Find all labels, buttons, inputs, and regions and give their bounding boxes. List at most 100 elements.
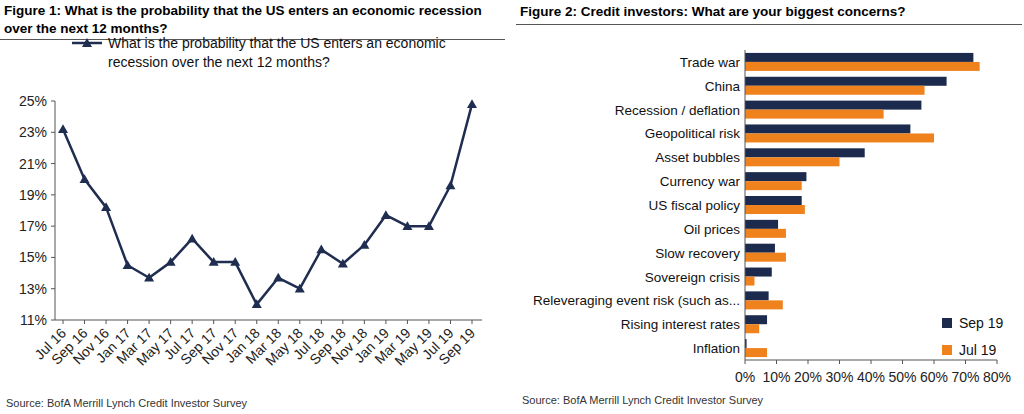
source-note: Source: BofA Merrill Lynch Credit Invest…	[6, 397, 248, 409]
figure: Figure 1: What is the probability that t…	[0, 0, 1024, 414]
marker	[445, 180, 455, 189]
x-tick	[278, 320, 279, 324]
x-tick	[364, 320, 365, 324]
y-tick	[51, 163, 55, 164]
category-label: Currency war	[660, 174, 741, 189]
bar	[745, 196, 802, 205]
y-tick-label: 25%	[19, 93, 47, 109]
marker	[316, 245, 326, 254]
x-tick	[235, 320, 236, 324]
legend-label: What is the probability that the US ente…	[108, 35, 446, 70]
bar	[745, 300, 783, 309]
x-tick-label: 10%	[762, 369, 790, 385]
chart-title: Figure 1: What is the probability that t…	[4, 3, 482, 36]
marker	[402, 221, 412, 230]
bar	[745, 77, 947, 86]
category-label: Inflation	[693, 341, 740, 356]
marker	[273, 273, 283, 282]
x-tick-label: 70%	[951, 369, 979, 385]
category-label: Geopolitical risk	[645, 126, 741, 141]
bar	[745, 101, 921, 110]
y-tick-label: 17%	[19, 218, 47, 234]
bar	[745, 181, 802, 190]
x-tick-label: 30%	[825, 369, 853, 385]
source-note: Source: BofA Merrill Lynch Credit Invest…	[522, 394, 764, 406]
y-axis	[55, 101, 56, 320]
marker	[295, 284, 305, 293]
category-label: Oil prices	[684, 222, 741, 237]
y-tick-label: 11%	[20, 312, 47, 328]
x-tick	[428, 320, 429, 324]
bar	[745, 133, 934, 142]
x-tick-label: 40%	[857, 369, 885, 385]
marker	[166, 257, 176, 266]
x-tick-label: 50%	[888, 369, 916, 385]
marker	[80, 174, 90, 183]
category-label: Slow recovery	[655, 246, 740, 261]
x-tick	[839, 360, 840, 364]
x-tick	[213, 320, 214, 324]
line-chart: Figure 1: What is the probability that t…	[0, 3, 505, 409]
y-tick	[51, 132, 55, 133]
legend-label: Jul 19	[959, 342, 997, 358]
x-tick	[321, 320, 322, 324]
title-rule	[516, 24, 1022, 25]
x-tick	[934, 360, 935, 364]
bar	[745, 205, 805, 214]
background	[0, 0, 1024, 414]
x-tick	[472, 320, 473, 324]
bar	[745, 348, 767, 357]
x-tick-label: 0%	[735, 369, 755, 385]
y-tick-label: 15%	[19, 249, 47, 265]
x-tick	[149, 320, 150, 324]
x-tick	[407, 320, 408, 324]
bar	[745, 229, 786, 238]
x-tick	[745, 360, 746, 364]
bar	[745, 324, 759, 333]
text-line: Figure 1: What is the probability that t…	[4, 3, 482, 18]
category-label: Trade war	[680, 55, 741, 70]
marker	[209, 257, 219, 266]
y-tick	[51, 257, 55, 258]
bar	[745, 172, 806, 181]
y-tick	[51, 288, 55, 289]
x-axis	[55, 320, 482, 321]
bar	[745, 62, 980, 71]
bar	[745, 244, 775, 253]
legend-label: Sep 19	[959, 315, 1004, 331]
bar	[745, 253, 786, 262]
chart-title: Figure 2: Credit investors: What are you…	[520, 4, 906, 19]
y-tick	[51, 194, 55, 195]
category-label: Rising interest rates	[621, 317, 741, 332]
y-tick	[51, 226, 55, 227]
x-tick-label: 60%	[920, 369, 948, 385]
marker	[359, 240, 369, 249]
x-tick	[997, 360, 998, 364]
x-tick	[127, 320, 128, 324]
plot-area	[58, 99, 477, 308]
x-tick	[256, 320, 257, 324]
x-tick	[385, 320, 386, 324]
bar	[745, 315, 767, 324]
x-tick	[902, 360, 903, 364]
category-label: China	[705, 79, 741, 94]
marker	[230, 257, 240, 266]
bar-chart: Figure 2: Credit investors: What are you…	[516, 4, 1022, 406]
legend-marker	[82, 38, 92, 47]
x-tick	[776, 360, 777, 364]
category-label: Asset bubbles	[655, 150, 740, 165]
x-tick	[63, 320, 64, 324]
y-tick-label: 23%	[19, 124, 47, 140]
marker	[123, 260, 133, 269]
x-tick	[450, 320, 451, 324]
x-tick-label: 20%	[794, 369, 822, 385]
x-tick	[965, 360, 966, 364]
marker	[467, 99, 477, 108]
category-label: Recession / deflation	[615, 103, 740, 118]
bar	[745, 53, 973, 62]
marker	[424, 221, 434, 230]
marker	[338, 259, 348, 268]
legend-swatch	[942, 345, 952, 355]
bar	[745, 220, 778, 229]
y-tick-label: 13%	[19, 281, 47, 297]
